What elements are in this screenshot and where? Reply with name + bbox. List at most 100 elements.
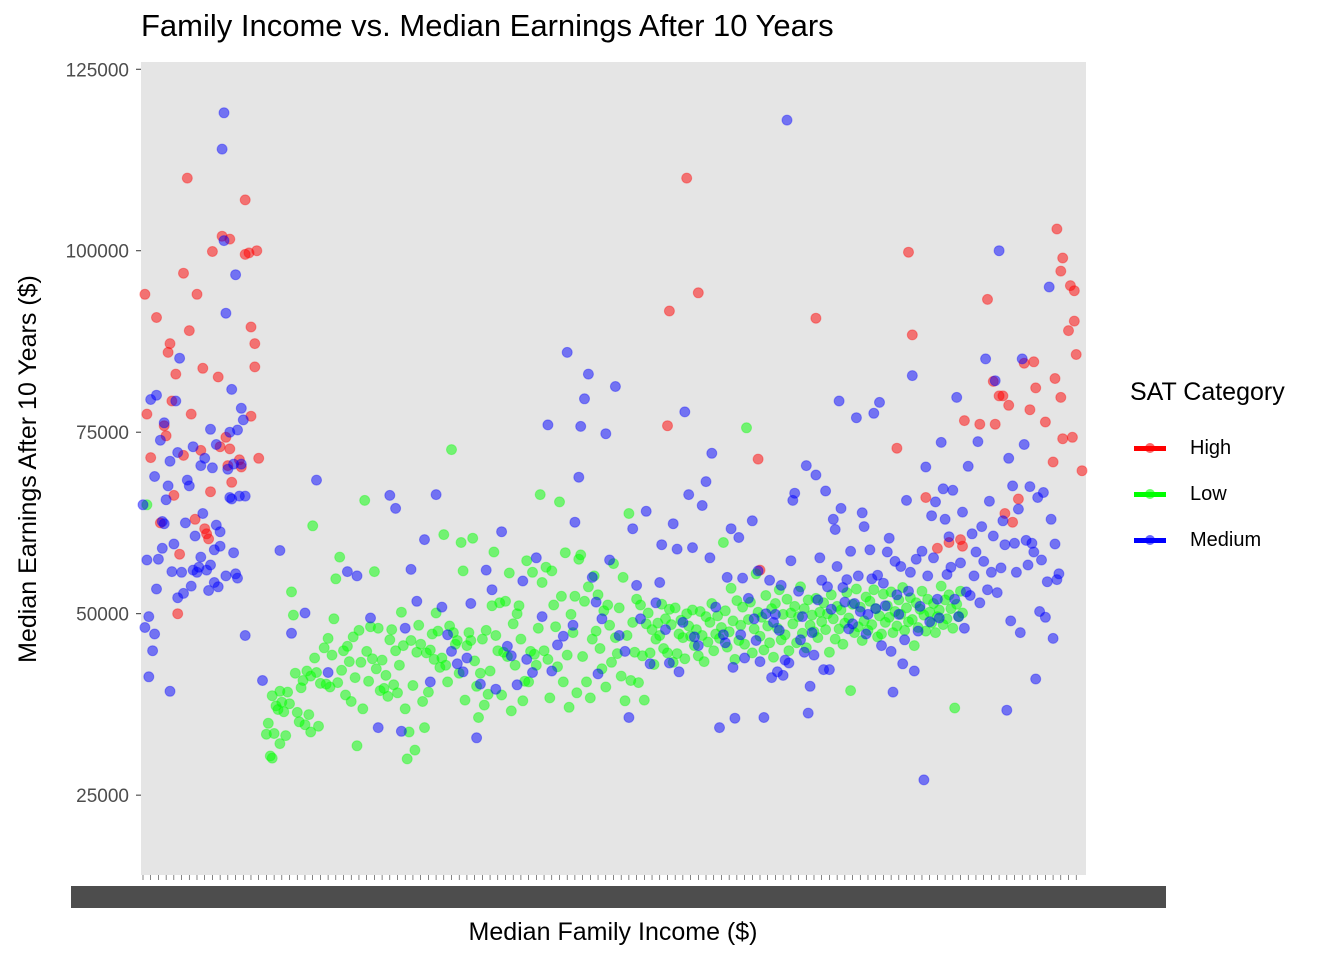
point-medium — [733, 532, 745, 543]
point-medium — [667, 518, 679, 530]
point-medium — [486, 584, 498, 596]
point-low — [837, 638, 849, 650]
point-high — [162, 346, 174, 358]
point-low — [789, 600, 801, 612]
point-low — [536, 577, 548, 588]
point-medium — [164, 455, 176, 467]
point-high — [891, 442, 903, 454]
point-medium — [239, 630, 251, 641]
point-medium — [490, 683, 502, 695]
point-medium — [974, 597, 986, 609]
point-high — [212, 371, 224, 383]
point-medium — [185, 580, 197, 592]
point-medium — [947, 484, 959, 496]
point-medium — [1037, 487, 1049, 498]
point-medium — [696, 500, 708, 511]
point-low — [845, 685, 857, 697]
point-medium — [831, 561, 843, 572]
point-medium — [1012, 503, 1024, 515]
point-medium — [627, 523, 639, 535]
point-low — [484, 665, 496, 677]
point-low — [727, 615, 739, 627]
point-low — [280, 730, 292, 742]
point-medium — [683, 489, 695, 501]
point-medium — [189, 530, 201, 542]
point-low — [413, 619, 425, 631]
point-low — [415, 638, 427, 650]
point-low — [357, 703, 369, 715]
point-low — [366, 653, 378, 665]
point-low — [571, 687, 583, 699]
point-low — [617, 571, 629, 583]
point-low — [286, 586, 297, 598]
point-medium — [405, 563, 417, 575]
point-low — [347, 631, 359, 643]
point-medium — [1016, 353, 1028, 365]
point-medium — [174, 352, 186, 364]
point-low — [393, 659, 405, 671]
point-medium — [143, 671, 155, 683]
point-low — [949, 702, 961, 714]
point-medium — [798, 646, 810, 658]
point-low — [409, 744, 421, 756]
point-high — [1057, 433, 1069, 445]
point-medium — [619, 645, 631, 657]
point-medium — [1030, 673, 1042, 685]
point-medium — [644, 658, 656, 670]
point-low — [476, 633, 488, 645]
point-low — [679, 653, 691, 665]
point-medium — [527, 667, 538, 678]
point-low — [515, 633, 527, 645]
point-medium — [137, 499, 149, 511]
point-low — [916, 585, 928, 597]
point-medium — [442, 629, 454, 641]
point-medium — [220, 307, 232, 319]
point-medium — [764, 574, 776, 586]
point-medium — [783, 657, 795, 669]
point-low — [307, 520, 319, 532]
point-medium — [789, 487, 801, 499]
point-medium — [825, 603, 837, 615]
point-medium — [928, 552, 939, 564]
point-low — [291, 706, 303, 718]
point-medium — [781, 114, 793, 126]
point-high — [692, 287, 704, 299]
point-medium — [800, 460, 812, 472]
point-low — [284, 698, 295, 710]
point-medium — [164, 685, 176, 697]
point-medium — [168, 538, 180, 550]
point-medium — [505, 650, 517, 662]
point-high — [1030, 382, 1042, 394]
point-medium — [1043, 281, 1055, 293]
point-low — [638, 694, 650, 706]
legend-item-medium: Medium — [1130, 517, 1285, 563]
point-low — [376, 654, 388, 666]
point-low — [386, 624, 398, 636]
x-tick-labels-overlap — [71, 886, 1166, 908]
point-medium — [827, 513, 839, 525]
point-high — [1049, 373, 1061, 384]
point-high — [1007, 516, 1019, 528]
point-medium — [862, 608, 874, 620]
point-medium — [1001, 704, 1013, 716]
point-medium — [908, 665, 920, 677]
point-medium — [876, 640, 887, 652]
point-low — [901, 602, 912, 614]
point-low — [324, 681, 336, 693]
point-high — [251, 245, 263, 257]
point-medium — [860, 628, 872, 640]
point-medium — [847, 618, 859, 630]
point-medium — [806, 627, 818, 639]
point-medium — [700, 476, 712, 488]
point-high — [997, 390, 1009, 402]
point-medium — [727, 661, 739, 673]
point-low — [399, 703, 411, 715]
point-medium — [816, 574, 828, 586]
point-medium — [864, 544, 876, 556]
point-medium — [758, 712, 770, 723]
point-low — [503, 567, 515, 579]
point-low — [353, 624, 365, 636]
point-medium — [176, 566, 188, 578]
point-medium — [430, 489, 442, 501]
point-high — [239, 194, 251, 206]
